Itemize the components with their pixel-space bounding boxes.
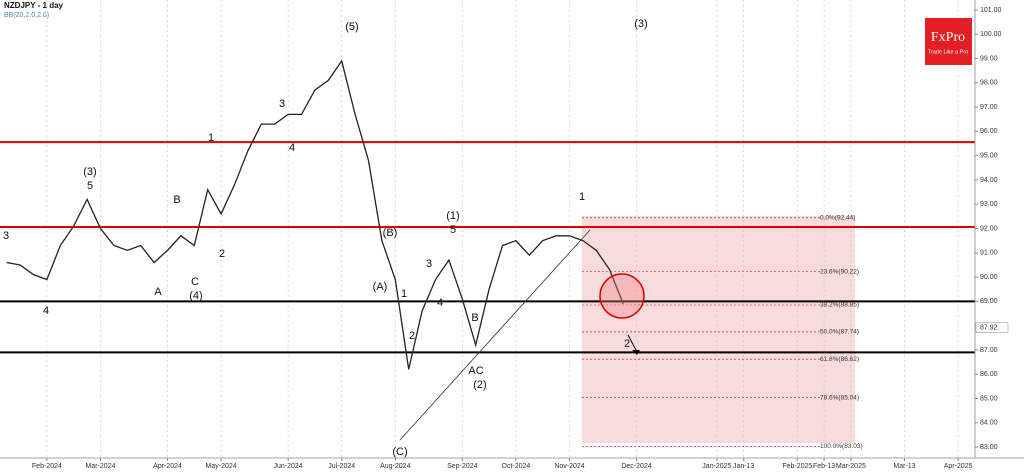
wave-label: 2 <box>624 338 630 350</box>
fib-zone <box>582 216 855 443</box>
fib-label: 0.0%(92.44) <box>820 215 855 222</box>
logo-slogan: Trade Like a Pro <box>928 49 968 55</box>
chart-subtitle: BB(20,2.0,2.0) <box>4 12 49 19</box>
wave-label: AC <box>468 365 483 377</box>
logo-brand: FxPro <box>931 30 965 45</box>
x-tick-label: Mar-2024 <box>86 463 116 470</box>
y-tick-label: 97.00 <box>980 104 998 111</box>
current-price-box <box>975 322 1009 333</box>
wave-label: 3 <box>426 258 432 270</box>
y-tick-label: 101.00 <box>980 7 1002 14</box>
y-tick-label: 98.00 <box>980 80 998 87</box>
y-tick-label: 92.00 <box>980 225 998 232</box>
x-tick-label: Jan-13 <box>733 463 755 470</box>
x-tick-label: May-2024 <box>206 463 237 470</box>
x-tick-label: Feb-2025 <box>782 463 812 470</box>
wave-label: 3 <box>3 230 9 242</box>
y-tick-label: 100.00 <box>980 31 1002 38</box>
x-tick-label: Sep-2024 <box>447 463 477 470</box>
wave-label: B <box>471 312 478 324</box>
fib-label: 100.0%(83.03) <box>820 443 863 450</box>
x-tick-label: Aug-2024 <box>380 463 410 470</box>
wave-label: (4) <box>189 290 202 302</box>
wave-label: (C) <box>392 446 407 458</box>
wave-label: 1 <box>208 132 214 144</box>
wave-label: 1 <box>401 288 407 300</box>
y-tick-label: 86.00 <box>980 371 998 378</box>
x-tick-label: Jun-2024 <box>273 463 302 470</box>
fib-label: 61.8%(86.62) <box>820 356 859 363</box>
y-tick-label: 91.00 <box>980 250 998 257</box>
price-line <box>6 59 624 370</box>
fib-label: 23.6%(90.22) <box>820 268 859 275</box>
wave-label: (3) <box>634 18 647 30</box>
wave-label: 2 <box>219 248 225 260</box>
x-tick-label: Nov-2024 <box>554 463 584 470</box>
wave-label: 4 <box>43 305 49 317</box>
wave-label: 4 <box>437 297 443 309</box>
wave-label: 5 <box>87 180 93 192</box>
arrow <box>627 334 637 351</box>
x-tick-label: Mar-13 <box>893 463 915 470</box>
x-tick-label: Jan-2025 <box>702 463 731 470</box>
y-tick-label: 84.00 <box>980 420 998 427</box>
plot <box>0 59 975 447</box>
chart-title: NZDJPY - 1 day <box>4 1 64 10</box>
y-tick-label: 95.00 <box>980 153 998 160</box>
fib-label: 78.6%(85.04) <box>820 394 859 401</box>
arrow-head <box>632 350 640 355</box>
x-tick-label: Apr-2024 <box>153 463 182 470</box>
wave-label: C <box>191 276 199 288</box>
x-tick-label: Mar-2025 <box>836 463 866 470</box>
y-tick-label: 89.00 <box>980 298 998 305</box>
wave-label: B <box>173 194 180 206</box>
trend-line <box>399 229 591 441</box>
fib-label: 50.0%(87.74) <box>820 329 859 336</box>
wave-label: (5) <box>345 21 358 33</box>
wave-label: 1 <box>579 191 585 203</box>
highlight-circle <box>599 273 645 319</box>
wave-label: 3 <box>279 98 285 110</box>
wave-label: 5 <box>450 224 456 236</box>
x-tick-label: Oct-2024 <box>502 463 531 470</box>
y-tick-label: 93.00 <box>980 201 998 208</box>
wave-label: (A) <box>373 281 388 293</box>
y-tick-label: 83.00 <box>980 444 998 451</box>
wave-label: A <box>154 286 162 298</box>
current-price-label: 87.92 <box>980 324 998 331</box>
wave-label: 4 <box>289 142 295 154</box>
x-tick-label: Apr-2025 <box>944 463 973 470</box>
y-tick-label: 96.00 <box>980 128 998 135</box>
wave-label: (B) <box>383 227 398 239</box>
y-tick-label: 99.00 <box>980 55 998 62</box>
y-tick-label: 85.00 <box>980 395 998 402</box>
wave-label: (1) <box>446 210 459 222</box>
wave-label: (2) <box>473 379 486 391</box>
y-tick-label: 94.00 <box>980 177 998 184</box>
wave-label: 2 <box>409 330 415 342</box>
x-tick-label: Dec-2024 <box>621 463 651 470</box>
x-tick-label: Jul-2024 <box>328 463 355 470</box>
x-tick-label: Feb-2024 <box>32 463 62 470</box>
logo-box <box>925 18 972 65</box>
fib-label: 38.2%(88.85) <box>820 302 859 309</box>
wave-label: (3) <box>83 166 96 178</box>
y-tick-label: 87.00 <box>980 347 998 354</box>
x-tick-label: Feb-13 <box>813 463 835 470</box>
y-tick-label: 90.00 <box>980 274 998 281</box>
